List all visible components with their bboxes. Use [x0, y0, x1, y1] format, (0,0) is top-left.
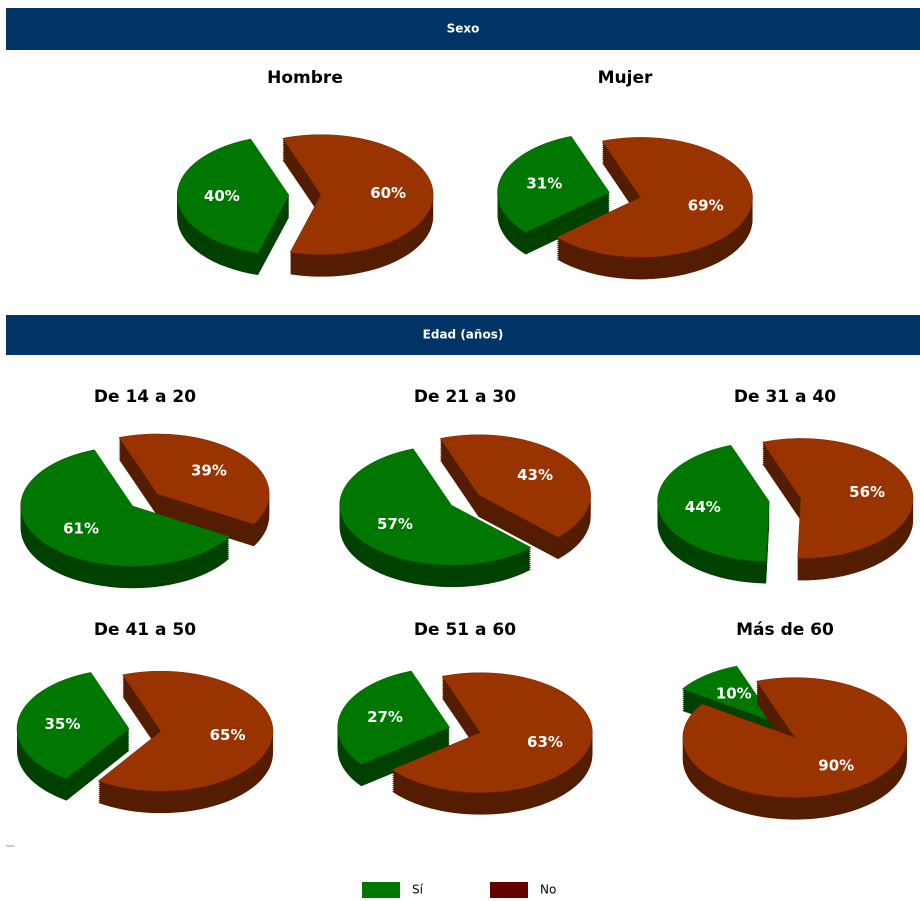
slice — [118, 433, 270, 525]
chart-title: De 21 a 30 — [414, 387, 516, 407]
slice — [337, 670, 450, 765]
legend-swatch — [362, 882, 400, 898]
slice — [20, 449, 230, 567]
chart-title: Mujer — [598, 68, 653, 88]
slice — [497, 136, 610, 233]
slice — [682, 677, 907, 798]
value-label: 65% — [210, 726, 246, 744]
value-label: 43% — [517, 466, 553, 484]
value-label: 39% — [191, 461, 227, 479]
slice — [556, 137, 753, 258]
value-label: 40% — [204, 187, 240, 205]
chart-title: De 41 a 50 — [94, 620, 196, 640]
legend-label: No — [540, 883, 556, 897]
slice — [439, 434, 591, 538]
value-label: 61% — [63, 520, 99, 538]
value-label: 56% — [849, 483, 885, 501]
section-bar — [6, 8, 920, 50]
chart-title: De 14 a 20 — [94, 387, 196, 407]
value-label: 60% — [370, 184, 406, 202]
slice — [176, 138, 290, 254]
value-label: 10% — [716, 685, 752, 703]
legend-label: Sí — [412, 883, 424, 897]
slice — [282, 134, 434, 255]
slice — [97, 670, 274, 792]
legend-swatch — [490, 882, 528, 898]
section-title: Edad (años) — [423, 328, 504, 342]
value-label: 57% — [377, 515, 413, 533]
value-label: 44% — [685, 498, 721, 516]
value-label: 69% — [688, 197, 724, 215]
slice — [681, 665, 776, 723]
value-label: 27% — [367, 708, 403, 726]
value-label: 63% — [527, 733, 563, 751]
section-title: Sexo — [447, 22, 480, 36]
slice — [391, 672, 593, 793]
value-label: 90% — [818, 756, 854, 774]
divider — [6, 845, 14, 847]
slice — [657, 444, 770, 562]
chart-title: De 31 a 40 — [734, 387, 836, 407]
value-label: 31% — [526, 174, 562, 192]
chart-title: Más de 60 — [736, 620, 834, 640]
chart-title: Hombre — [267, 68, 343, 88]
chart-title: De 51 a 60 — [414, 620, 516, 640]
value-label: 35% — [44, 715, 80, 733]
slice — [339, 448, 532, 566]
slice — [16, 672, 130, 779]
section-bar — [6, 315, 920, 355]
slice — [762, 438, 914, 559]
